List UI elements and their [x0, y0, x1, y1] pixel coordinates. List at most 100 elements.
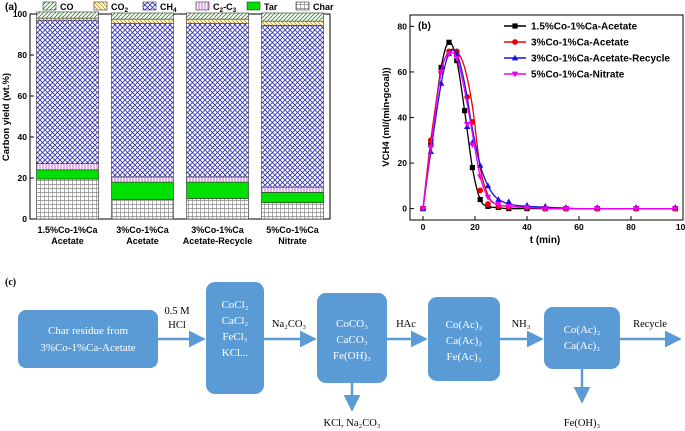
point-5-co-1-ca-nitrate-1 — [419, 206, 427, 212]
legend-label-tar: Tar — [264, 2, 278, 12]
legend-marker-3-co-1-ca-acetate-recycle — [511, 54, 519, 61]
bar-segment-ch4-2 — [111, 22, 174, 178]
y-tick-label-80: 80 — [398, 21, 408, 31]
panel-b-ticks: 0 20 40 60 80 100 0 20 40 60 80 — [398, 21, 685, 232]
x-tick-label-1-1: 1.5%Co-1%Ca — [37, 225, 98, 235]
x-tick-label-1-2: Acetate — [51, 236, 84, 246]
panel-c-flowchart: (c) Char residue from 3%Co-1%Ca-Acetate … — [5, 277, 682, 429]
panel-b-line-chart: (b) 0 20 40 60 80 100 0 20 40 60 80 1.5%Co-1%Ca-Ac… — [381, 14, 685, 246]
x-tick-label-20: 20 — [470, 222, 480, 232]
bar-segment-tar-4 — [261, 192, 324, 203]
legend-swatch-co2 — [93, 1, 108, 11]
legend-swatch-ch4 — [142, 1, 157, 11]
point-5-co-1-ca-nitrate-2 — [427, 144, 434, 151]
bar-segment-char-1 — [36, 178, 99, 220]
char-residue-box: Char residue from 3%Co-1%Ca-Acetate — [18, 310, 158, 368]
legend-swatch-c2-c3 — [195, 1, 210, 11]
carbonates-line-1: CoCO₃ — [336, 318, 368, 330]
y-tick-label-80: 80 — [18, 50, 28, 60]
purified-acetates-box: Co(Ac)₂ Ca(Ac)₂ — [544, 307, 620, 369]
arrow-nh3-label: NH₃ — [512, 319, 531, 330]
legend-swatch-char — [295, 1, 310, 11]
y-tick-label-20: 20 — [18, 173, 28, 183]
acetates-line-1: Co(Ac)₂ — [446, 319, 483, 331]
char-residue-line-2: 3%Co-1%Ca-Acetate — [40, 342, 135, 354]
point-1-5-co-1-ca-acetate-8 — [477, 196, 483, 203]
x-tick-label-100: 100 — [676, 222, 685, 232]
panel-a-bars — [36, 11, 324, 220]
y-tick-label-20: 20 — [398, 158, 408, 168]
series-5-co-1-ca-nitrate — [419, 51, 679, 212]
y-tick-label-0: 0 — [402, 204, 407, 214]
x-tick-label-4-1: 5%Co-1%Ca — [266, 225, 320, 235]
panel-a-legend: CO CO2 CH4 C2-C3 Tar Char — [42, 1, 334, 14]
carbonates-line-3: Fe(OH)₃ — [333, 350, 371, 362]
point-5-co-1-ca-nitrate-14 — [562, 206, 570, 212]
point-5-co-1-ca-nitrate-15 — [594, 206, 601, 212]
x-tick-label-40: 40 — [522, 222, 532, 232]
bar-segment-ch4-3 — [186, 22, 249, 178]
x-tick-label-60: 60 — [574, 222, 584, 232]
bar-segment-co2-4 — [261, 20, 324, 26]
y-tick-label-40: 40 — [18, 132, 28, 142]
char-residue-line-1: Char residue from — [48, 325, 128, 337]
arrow-na2co3-label: Na₂CO₃ — [272, 319, 306, 330]
x-tick-label-3-2: Acetate-Recycle — [183, 236, 253, 246]
legend-label-1-5-co-1-ca-acetate: 1.5%Co-1%Ca-Acetate — [531, 22, 638, 33]
x-tick-label-3-1: 3%Co-1%Ca — [191, 225, 245, 235]
panel-a-label: (a) — [5, 2, 17, 13]
bar-segment-co2-3 — [186, 18, 249, 24]
x-tick-label-2-2: Acetate — [126, 236, 159, 246]
y-tick-label-60: 60 — [18, 91, 28, 101]
point-1-5-co-1-ca-acetate-6 — [462, 108, 468, 114]
y-tick-label-40: 40 — [398, 113, 408, 123]
point-5-co-1-ca-nitrate-5 — [453, 55, 460, 62]
bar-segment-co2-2 — [111, 18, 174, 24]
legend-label-3-co-1-ca-acetate: 3%Co-1%Ca-Acetate — [531, 38, 629, 49]
panel-a-x-labels: 1.5%Co-1%CaAcetate3%Co-1%CaAcetate3%Co-1… — [37, 225, 319, 246]
panel-b-x-label: t (min) — [530, 235, 561, 246]
legend-label-3-co-1-ca-acetate-recycle: 3%Co-1%Ca-Acetate-Recycle — [531, 54, 670, 65]
y-tick-label-60: 60 — [398, 67, 408, 77]
bar-segment-char-4 — [261, 202, 324, 220]
point-5-co-1-ca-nitrate-17 — [672, 206, 679, 212]
bar-segment-co-2 — [111, 12, 174, 20]
bar-segment-tar-2 — [111, 181, 174, 200]
panel-c-label: (c) — [5, 277, 16, 288]
point-5-co-1-ca-nitrate-16 — [633, 206, 640, 212]
point-5-co-1-ca-nitrate-9 — [484, 194, 492, 201]
bar-segment-co-1 — [36, 11, 99, 19]
legend-marker-5-co-1-ca-nitrate — [511, 71, 519, 78]
arrow-hac-label: HAc — [396, 319, 416, 330]
point-5-co-1-ca-nitrate-7 — [469, 142, 476, 149]
bar-segment-co-3 — [186, 12, 249, 20]
legend-label-co2: CO2 — [111, 2, 129, 14]
x-tick-label-4-2: Nitrate — [278, 236, 307, 246]
legend-label-5-co-1-ca-nitrate: 5%Co-1%Ca-Nitrate — [531, 70, 625, 81]
carbonates-box: CoCO₃ CaCO₃ Fe(OH)₃ — [317, 293, 387, 383]
point-1-5-co-1-ca-acetate-7 — [469, 165, 475, 171]
bar-segment-char-3 — [186, 198, 249, 220]
chlorides-line-2: CaCl₂ — [222, 315, 249, 327]
chlorides-line-1: CoCl₂ — [221, 299, 248, 311]
legend-swatch-tar — [246, 1, 261, 11]
legend-label-ch4: CH4 — [160, 2, 177, 14]
point-5-co-1-ca-nitrate-13 — [542, 206, 549, 212]
line-5-co-1-ca-nitrate — [422, 51, 678, 210]
feoh3-text: Fe(OH)₃ — [564, 418, 601, 429]
bar-segment-c2-c3-2 — [111, 176, 174, 183]
point-3-co-1-ca-acetate-recycle-11 — [505, 198, 512, 205]
point-3-co-1-ca-acetate-recycle-9 — [484, 182, 492, 189]
acetates-line-2: Ca(Ac)₂ — [446, 335, 482, 347]
legend-marker-1-5-co-1-ca-acetate — [512, 23, 518, 29]
legend-label-char: Char — [313, 2, 334, 12]
arrow-hcl-label-1: 0.5 M — [164, 306, 190, 317]
panel-a-y-ticks: 0 20 40 60 80 100 — [13, 9, 34, 224]
kcl-na2co3-text: KCl, Na₂CO₃ — [324, 418, 381, 429]
panel-b-series — [419, 39, 679, 212]
panel-b-y-label: VCH4 (ml/(min•gcoal)) — [381, 67, 392, 166]
legend-swatch-co — [42, 1, 57, 11]
point-3-co-1-ca-acetate-recycle-10 — [495, 196, 502, 202]
bar-segment-ch4-4 — [261, 24, 324, 188]
